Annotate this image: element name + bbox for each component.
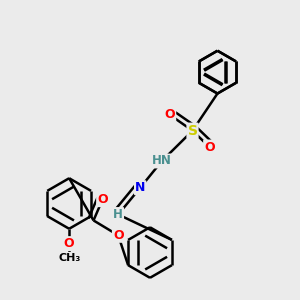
Text: N: N: [135, 181, 146, 194]
Text: O: O: [97, 193, 108, 206]
Text: HN: HN: [152, 154, 172, 167]
Text: S: S: [188, 124, 197, 138]
Text: O: O: [204, 140, 215, 154]
Text: H: H: [113, 208, 123, 221]
Text: CH₃: CH₃: [58, 253, 80, 263]
Text: O: O: [165, 108, 175, 122]
Text: O: O: [113, 229, 124, 242]
Text: O: O: [64, 237, 74, 250]
